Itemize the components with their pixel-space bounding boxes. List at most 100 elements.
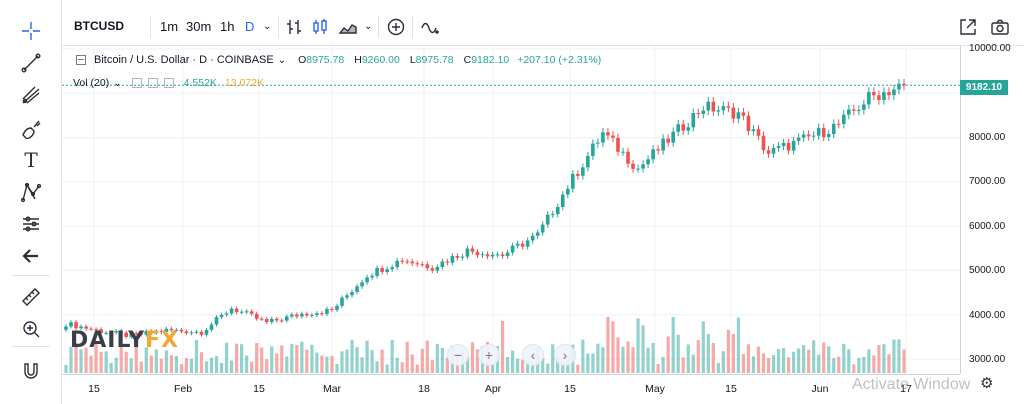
candle-body — [199, 331, 204, 335]
volume-bar — [516, 358, 520, 373]
candle-body — [355, 286, 359, 292]
zoom-in-icon[interactable] — [18, 316, 44, 342]
candle-body — [731, 107, 736, 119]
volume-bar — [134, 340, 138, 373]
volume-bar — [440, 348, 444, 373]
candle-body — [576, 173, 580, 176]
top-toolbar: BTCUSD 1m 30m 1h D ⌄ ⌄ — [62, 10, 1024, 46]
candle-body — [560, 194, 565, 208]
candle-body — [831, 123, 836, 135]
interval-1h[interactable]: 1h — [220, 19, 235, 34]
volume-bar — [139, 361, 143, 373]
settings-icon[interactable] — [147, 78, 158, 88]
candle-body — [249, 311, 254, 314]
series-dropdown-icon[interactable]: ⌄ — [277, 54, 287, 66]
camera-icon[interactable] — [988, 15, 1012, 39]
time-tick: Apr — [484, 383, 502, 395]
volume-bar — [345, 349, 349, 373]
candle-body — [64, 326, 68, 330]
pitchfork-icon[interactable] — [18, 82, 44, 108]
ruler-icon[interactable] — [18, 284, 44, 310]
candle-body — [565, 188, 570, 195]
candle-body — [681, 124, 686, 131]
area-style-icon[interactable] — [336, 15, 360, 39]
candle-body — [601, 132, 605, 143]
volume-bar — [174, 355, 178, 373]
volume-bar — [325, 356, 329, 373]
candle-body — [300, 313, 304, 317]
candle-body — [877, 95, 881, 101]
candle-body — [515, 243, 520, 246]
candle-style-icon[interactable] — [308, 15, 332, 39]
candle-body — [591, 143, 595, 156]
volume-bar — [586, 353, 590, 373]
volume-bar — [235, 343, 239, 373]
candle-body — [179, 329, 184, 332]
interval-dropdown-icon[interactable]: ⌄ — [263, 21, 272, 32]
candle-body — [495, 254, 500, 256]
interval-30m[interactable]: 30m — [186, 19, 212, 34]
interval-d[interactable]: D — [245, 19, 255, 34]
fullscreen-icon[interactable] — [956, 15, 980, 39]
back-arrow-icon[interactable] — [18, 243, 44, 269]
volume-bar — [631, 347, 635, 373]
series-title[interactable]: Bitcoin / U.S. Dollar · D · COINBASE — [94, 54, 274, 66]
bar-style-icon[interactable] — [282, 15, 306, 39]
candle-body — [545, 214, 550, 225]
brush-icon[interactable] — [18, 115, 44, 141]
volume-bar — [350, 340, 354, 373]
candle-body — [375, 268, 379, 276]
scroll-right-button[interactable]: › — [554, 344, 576, 366]
volume-dropdown-icon[interactable]: ⌄ — [113, 77, 122, 89]
volume-bar — [792, 351, 796, 373]
add-indicator-icon[interactable] — [384, 15, 408, 39]
crosshair-icon[interactable] — [18, 18, 44, 44]
symbol-search[interactable]: BTCUSD — [74, 19, 124, 33]
collapse-legend-icon[interactable] — [76, 55, 86, 65]
candle-body — [616, 137, 620, 152]
zoom-in-button[interactable]: + — [478, 344, 500, 366]
drawing-toolbar: T — [0, 0, 62, 404]
candle-body — [836, 123, 841, 125]
candle-body — [796, 137, 801, 141]
price-scale[interactable]: 10000.00 9000.00 8000.00 7000.00 6000.00… — [960, 43, 1024, 374]
volume-bar — [224, 342, 229, 373]
prediction-icon[interactable] — [18, 211, 44, 237]
close-icon[interactable] — [163, 78, 174, 88]
volume-bar — [194, 339, 199, 373]
gear-icon[interactable]: ⚙ — [980, 375, 994, 392]
candle-body — [279, 320, 284, 322]
compare-icon[interactable] — [418, 15, 442, 39]
chart-style-dropdown-icon[interactable]: ⌄ — [364, 21, 373, 32]
zoom-out-button[interactable]: − — [447, 344, 469, 366]
candle-body — [581, 167, 585, 176]
volume-bar — [641, 325, 645, 373]
candle-body — [435, 267, 440, 271]
candle-body — [365, 277, 369, 283]
candle-body — [154, 331, 159, 334]
chart-pane[interactable] — [62, 46, 960, 374]
volume-bar — [475, 349, 480, 373]
volume-bar — [410, 354, 414, 373]
volume-bar — [305, 349, 309, 373]
candle-body — [159, 331, 164, 333]
candle-body — [781, 142, 786, 147]
scroll-left-button[interactable]: ‹ — [522, 344, 544, 366]
volume-bar — [797, 348, 801, 373]
text-icon[interactable]: T — [24, 148, 38, 172]
volume-bar — [405, 341, 409, 373]
volume-bar — [786, 357, 791, 373]
volume-bar — [490, 364, 495, 373]
volume-bar — [807, 349, 811, 373]
magnet-icon[interactable] — [18, 358, 44, 384]
volume-bar — [817, 354, 821, 373]
volume-bar — [771, 355, 776, 373]
eye-icon[interactable] — [131, 78, 142, 88]
price-chart[interactable] — [62, 46, 960, 374]
time-scale[interactable]: 15 Feb 15 Mar 18 Apr 15 May 15 Jun 17 — [62, 374, 960, 404]
pattern-icon[interactable] — [18, 179, 44, 205]
interval-1m[interactable]: 1m — [160, 19, 179, 34]
volume-bar — [199, 352, 204, 373]
volume-title[interactable]: Vol (20) — [73, 77, 110, 89]
trend-line-icon[interactable] — [18, 50, 44, 76]
